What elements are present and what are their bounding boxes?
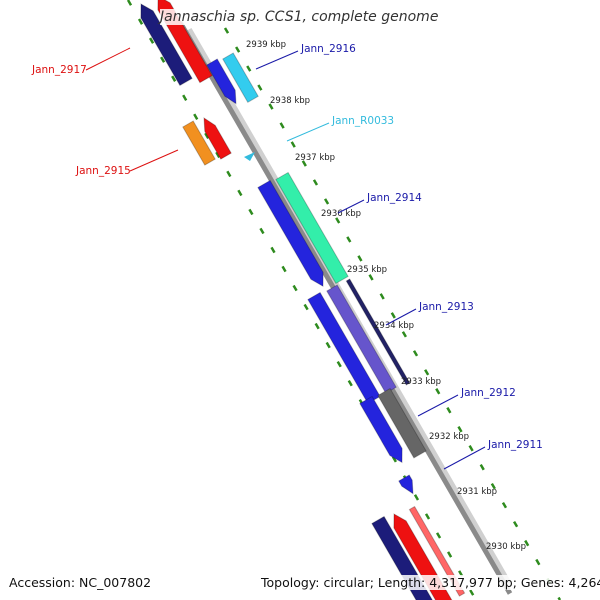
gene-label: Jann_2913 (418, 301, 474, 313)
scale-tick-label: 2939 kbp (246, 40, 286, 50)
scale-tick-label: 2932 kbp (429, 432, 469, 442)
gene-feature-pink-bottom (408, 505, 466, 597)
gene-label-leader (85, 47, 131, 71)
gene-label-leader (417, 394, 459, 417)
gene-feature-jann-2915 (203, 117, 232, 160)
gene-feature-jann-2914 (275, 171, 349, 285)
gene-label-leader (385, 308, 417, 326)
gene-label-leader (443, 446, 486, 470)
gene-label-leader (255, 50, 299, 70)
gene-label: Jann_2911 (487, 439, 543, 451)
scale-tick-label: 2935 kbp (347, 265, 387, 275)
scale-tick-label: 2937 kbp (295, 153, 335, 163)
gene-label: Jann_2912 (460, 387, 516, 399)
topology-text: Topology: circular; Length: 4,317,977 bp… (261, 575, 600, 590)
gene-feature-jann-r0033 (244, 152, 255, 161)
gene-feature-orange-left (182, 120, 216, 166)
scale-tick-label: 2936 kbp (321, 209, 361, 219)
scale-tick-label: 2933 kbp (401, 377, 441, 387)
scale-tick-label: 2931 kbp (457, 487, 497, 497)
scale-tick-label: 2938 kbp (270, 96, 310, 106)
gene-label-leader (337, 199, 365, 214)
outer-tick-track-left (126, 0, 478, 600)
gene-label-leader (129, 149, 179, 172)
gene-label: Jann_2916 (300, 43, 356, 55)
gene-feature-jann-2911 (398, 474, 414, 495)
scale-tick-label: 2934 kbp (374, 321, 414, 331)
accession-text: Accession: NC_007802 (9, 575, 152, 590)
gene-label: Jann_R0033 (331, 115, 394, 127)
gene-feature-jann-2916 (222, 52, 259, 103)
gene-label: Jann_2917 (31, 64, 87, 76)
gene-feature-jann-2912 (359, 395, 403, 464)
scale-tick-label: 2930 kbp (486, 542, 526, 552)
map-title: Jannaschia sp. CCS1, complete genome (160, 9, 439, 25)
gene-feature-blue-long (257, 179, 324, 288)
outer-tick-track-right (223, 27, 562, 600)
gene-label: Jann_2915 (75, 165, 131, 177)
gene-label-leader (286, 122, 330, 142)
gene-label: Jann_2914 (366, 192, 422, 204)
gene-feature-grey (377, 387, 427, 459)
gene-feature-blue-right (206, 58, 237, 105)
gene-feature-dark-thin (345, 278, 411, 386)
gene-feature-dark-blue-left (140, 3, 193, 87)
